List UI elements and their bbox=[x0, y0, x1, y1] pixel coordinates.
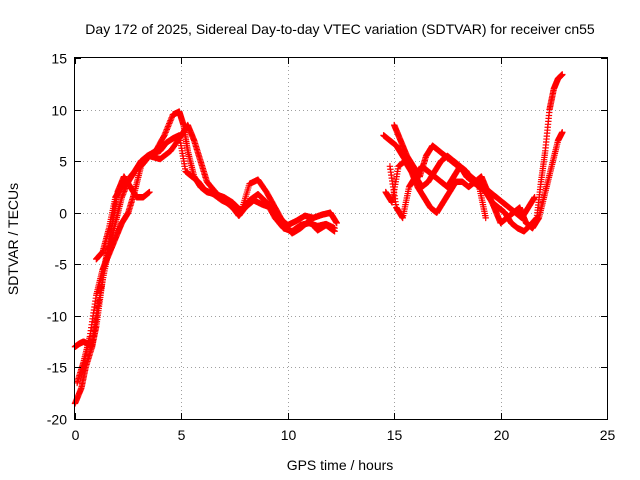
y-tick-label: 0 bbox=[59, 206, 67, 222]
grid bbox=[75, 58, 607, 419]
x-tick-label: 10 bbox=[281, 427, 297, 443]
data-point bbox=[167, 117, 174, 124]
y-tick-label: 10 bbox=[51, 103, 67, 119]
data-point bbox=[119, 191, 127, 198]
y-tick-label: -5 bbox=[55, 257, 68, 273]
plot-frame bbox=[74, 57, 608, 420]
y-axis-label: SDTVAR / TECUs bbox=[5, 183, 21, 295]
data-point bbox=[333, 219, 340, 227]
data-point bbox=[166, 118, 174, 126]
x-tick-label: 5 bbox=[178, 427, 186, 443]
x-axis-label: GPS time / hours bbox=[287, 457, 394, 473]
x-tick-label: 15 bbox=[387, 427, 403, 443]
data-point bbox=[161, 132, 168, 139]
data-point bbox=[482, 214, 489, 222]
series-track-8 bbox=[386, 163, 489, 222]
x-tick-label: 25 bbox=[600, 427, 616, 443]
data-point bbox=[146, 188, 153, 196]
series-track-1 bbox=[71, 108, 338, 407]
data-point bbox=[164, 123, 172, 130]
data-point bbox=[164, 124, 171, 132]
y-tick-label: -15 bbox=[47, 360, 67, 376]
y-tick-label: -10 bbox=[47, 309, 67, 325]
x-tick-label: 20 bbox=[494, 427, 510, 443]
data-point bbox=[119, 192, 126, 199]
data-point bbox=[167, 115, 175, 123]
data-point bbox=[331, 228, 338, 235]
data-point bbox=[163, 127, 170, 135]
data-point bbox=[163, 126, 171, 133]
data-point bbox=[166, 120, 173, 127]
data-point bbox=[120, 189, 127, 197]
data-point bbox=[559, 129, 566, 136]
chart-title: Day 172 of 2025, Sidereal Day-to-day VTE… bbox=[85, 21, 595, 37]
x-tick-label: 0 bbox=[72, 427, 80, 443]
series-track-4 bbox=[93, 132, 340, 263]
data-point bbox=[531, 194, 538, 201]
y-tick-label: 15 bbox=[51, 51, 67, 67]
data-point bbox=[162, 129, 169, 136]
data-point bbox=[559, 71, 566, 78]
data-point bbox=[165, 121, 172, 129]
data-point bbox=[161, 130, 169, 138]
series-track-3 bbox=[73, 121, 338, 387]
y-tick-label: 5 bbox=[59, 154, 67, 170]
y-tick-label: -20 bbox=[47, 412, 67, 428]
data-series bbox=[71, 71, 566, 407]
axis-ticks: 0 5 10 15 20 25 -20 -15 -10 -5 0 5 10 15 bbox=[47, 51, 616, 444]
